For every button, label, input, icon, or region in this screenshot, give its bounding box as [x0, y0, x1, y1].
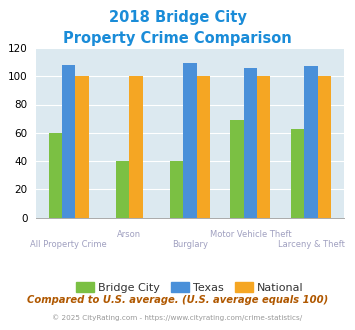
Text: Larceny & Theft: Larceny & Theft: [278, 240, 344, 249]
Text: All Property Crime: All Property Crime: [31, 240, 107, 249]
Bar: [129, 76, 143, 218]
Text: Motor Vehicle Theft: Motor Vehicle Theft: [210, 230, 291, 239]
Bar: [170, 161, 183, 218]
Bar: [62, 65, 76, 218]
Bar: [318, 76, 331, 218]
Text: Property Crime Comparison: Property Crime Comparison: [63, 31, 292, 46]
Bar: [116, 161, 129, 218]
Text: Burglary: Burglary: [172, 240, 208, 249]
Bar: [257, 76, 271, 218]
Text: Compared to U.S. average. (U.S. average equals 100): Compared to U.S. average. (U.S. average …: [27, 295, 328, 305]
Bar: [76, 76, 89, 218]
Bar: [230, 120, 244, 218]
Bar: [197, 76, 210, 218]
Text: © 2025 CityRating.com - https://www.cityrating.com/crime-statistics/: © 2025 CityRating.com - https://www.city…: [53, 314, 302, 321]
Bar: [244, 68, 257, 218]
Bar: [304, 66, 318, 218]
Text: 2018 Bridge City: 2018 Bridge City: [109, 10, 246, 25]
Bar: [291, 129, 304, 218]
Text: Arson: Arson: [117, 230, 141, 239]
Bar: [183, 63, 197, 218]
Bar: [49, 133, 62, 218]
Legend: Bridge City, Texas, National: Bridge City, Texas, National: [71, 278, 308, 297]
